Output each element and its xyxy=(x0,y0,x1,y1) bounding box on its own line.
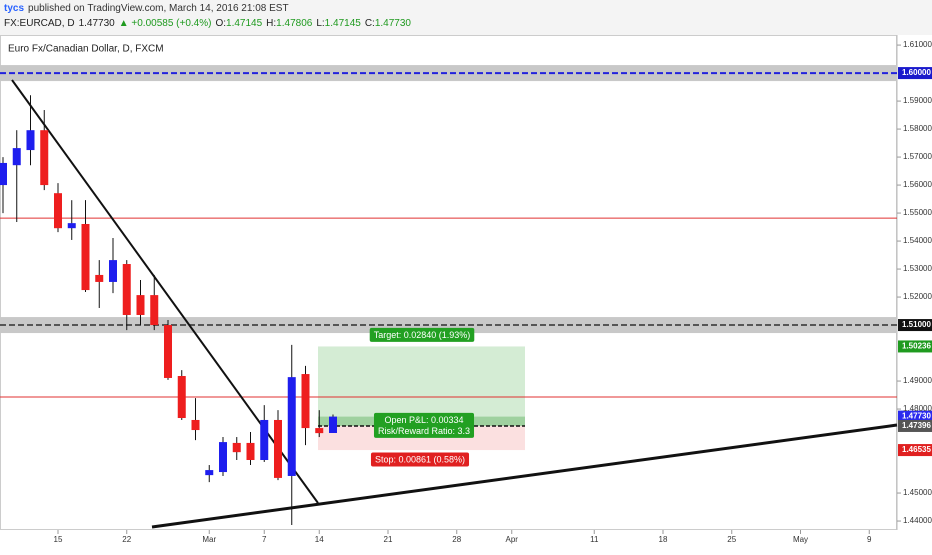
price-label: 1.47730 xyxy=(902,412,931,421)
published: published on TradingView.com, March 14, … xyxy=(28,3,289,14)
x-tick-label: 7 xyxy=(262,535,267,544)
x-tick-label: 14 xyxy=(315,535,324,544)
price-label-bg xyxy=(898,340,932,353)
price-label: 1.51000 xyxy=(902,320,931,329)
candle-body xyxy=(301,374,310,429)
candle-body xyxy=(246,442,255,461)
candle-body xyxy=(81,223,90,291)
price-label-bg xyxy=(898,444,932,457)
candle-body xyxy=(136,295,145,315)
ohlc-value: 1.47145 xyxy=(325,18,362,29)
y-tick-label: 1.56000 xyxy=(903,180,932,189)
candle-body xyxy=(219,442,227,473)
y-tick-label: 1.55000 xyxy=(903,208,932,217)
label-text: Open P&L: 0.00334 xyxy=(384,415,463,425)
candle-body xyxy=(329,416,337,433)
x-tick-label: 25 xyxy=(727,535,736,544)
x-tick-label: Apr xyxy=(506,535,519,544)
candle-body xyxy=(150,295,159,326)
x-tick-label: 28 xyxy=(452,535,461,544)
candle-body xyxy=(164,325,172,378)
x-tick-label: 18 xyxy=(659,535,668,544)
candle-body xyxy=(205,470,214,476)
price-label: 1.60000 xyxy=(902,68,931,77)
candle-body xyxy=(232,442,241,453)
candle-body xyxy=(315,428,324,434)
candle-body xyxy=(26,130,35,151)
zone-band xyxy=(0,65,897,82)
header-line-1: tycs published on TradingView.com, March … xyxy=(4,3,289,14)
last-price: 1.47730 xyxy=(79,18,116,29)
zone-band xyxy=(0,317,897,334)
y-tick-label: 1.52000 xyxy=(903,292,932,301)
label-box: Stop: 0.00861 (0.58%) xyxy=(370,452,470,467)
ohlc-value: 1.47806 xyxy=(276,18,313,29)
label-text: Stop: 0.00861 (0.58%) xyxy=(375,454,465,464)
x-tick-label: 11 xyxy=(590,535,599,544)
candle-body xyxy=(122,264,131,315)
candle-body xyxy=(260,419,269,461)
header-line-2: FX:EURCAD, D 1.47730 ▲ +0.00585 (+0.4%) O:1… xyxy=(4,18,411,29)
label-bg xyxy=(369,327,475,342)
price-label-bg xyxy=(898,67,932,80)
price-label-bg xyxy=(898,319,932,332)
price-label: 1.50236 xyxy=(902,342,931,351)
x-tick-label: 9 xyxy=(867,535,872,544)
label-text: Risk/Reward Ratio: 3.3 xyxy=(378,426,470,436)
x-tick-label: Mar xyxy=(202,535,216,544)
ohlc-label: H: xyxy=(266,18,276,29)
candle-body xyxy=(191,419,200,431)
x-tick-label: 22 xyxy=(122,535,131,544)
trendline xyxy=(151,423,898,529)
ohlc-label: O: xyxy=(215,18,226,29)
price-label-bg xyxy=(898,419,932,432)
price-label: 1.47396 xyxy=(902,421,931,430)
y-tick-label: 1.59000 xyxy=(903,96,932,105)
label-box: Target: 0.02840 (1.93%) xyxy=(369,327,475,342)
candle-body xyxy=(12,148,21,166)
ohlc-label: C: xyxy=(365,18,375,29)
y-tick-label: 1.61000 xyxy=(903,40,932,49)
y-tick-label: 1.57000 xyxy=(903,152,932,161)
candle-body xyxy=(287,377,296,476)
ohlc-value: 1.47145 xyxy=(226,18,263,29)
candle-body xyxy=(54,193,62,229)
candle-body xyxy=(95,274,104,282)
y-tick-label: 1.53000 xyxy=(903,264,932,273)
ohlc-label: L: xyxy=(316,18,324,29)
y-tick-label: 1.54000 xyxy=(903,236,932,245)
candle-body xyxy=(109,260,117,282)
y-tick-label: 1.44000 xyxy=(903,516,932,525)
label-text: Target: 0.02840 (1.93%) xyxy=(374,330,471,340)
price-label-bg xyxy=(898,410,932,423)
candle-body xyxy=(0,162,7,186)
candle-body xyxy=(67,223,76,229)
header-bg xyxy=(0,0,932,35)
label-bg xyxy=(370,452,470,467)
author[interactable]: tycs xyxy=(4,3,24,14)
candle-body xyxy=(177,376,186,419)
y-tick-label: 1.45000 xyxy=(903,488,932,497)
change: ▲ +0.00585 (+0.4%) xyxy=(119,18,212,29)
symbol: FX:EURCAD, D xyxy=(4,18,75,29)
y-tick-label: 1.49000 xyxy=(903,376,932,385)
ohlc-value: 1.47730 xyxy=(375,18,412,29)
target-zone xyxy=(318,346,525,426)
x-tick-label: 15 xyxy=(54,535,63,544)
x-tick-label: May xyxy=(793,535,808,544)
x-tick-label: 21 xyxy=(384,535,393,544)
candle-body xyxy=(274,419,282,478)
label-bg xyxy=(373,412,475,438)
price-label: 1.46535 xyxy=(902,445,931,454)
y-tick-label: 1.48000 xyxy=(903,404,932,413)
y-tick-label: 1.58000 xyxy=(903,124,932,133)
chart-title: Euro Fx/Canadian Dollar, D, FXCM xyxy=(8,44,164,55)
candle-body xyxy=(40,130,49,186)
